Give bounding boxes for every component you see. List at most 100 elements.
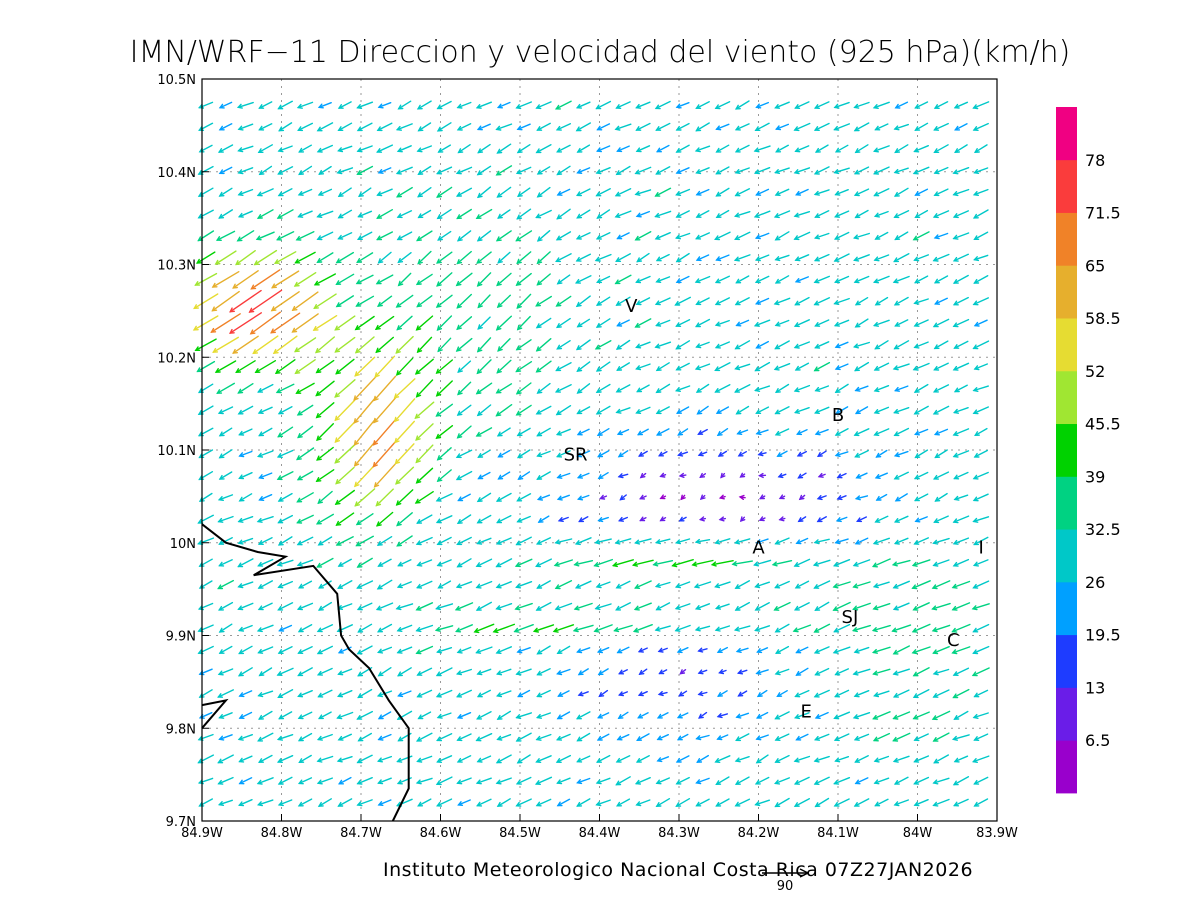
wind-vector-head	[715, 169, 722, 175]
wind-vector-head	[637, 713, 644, 719]
wind-vector	[635, 341, 651, 349]
wind-vector	[793, 122, 811, 132]
wind-vector-head	[235, 260, 241, 266]
wind-vector-shaft	[596, 275, 611, 283]
wind-vector-shaft	[497, 427, 511, 437]
wind-vector-head	[912, 714, 919, 720]
wind-vector-head	[217, 758, 224, 764]
wind-vector-shaft	[952, 688, 970, 699]
wind-vector-head	[415, 435, 421, 441]
wind-vector-shaft	[872, 624, 891, 632]
wind-vector	[774, 188, 790, 196]
wind-vector	[276, 755, 294, 763]
wind-vector-shaft	[536, 601, 552, 611]
wind-vector-head	[972, 191, 979, 196]
wind-vector	[335, 358, 355, 375]
city-label-c: C	[947, 630, 960, 651]
wind-vector-shaft	[297, 646, 313, 654]
wind-vector	[833, 123, 850, 131]
wind-vector	[255, 231, 275, 241]
wind-vector	[754, 361, 771, 372]
wind-vector	[312, 315, 338, 331]
wind-vector-shaft	[258, 494, 273, 501]
wind-vector-head	[395, 500, 402, 506]
wind-vector-shaft	[676, 755, 690, 763]
wind-vector-shaft	[696, 210, 710, 218]
wind-vector	[794, 602, 810, 611]
wind-vector-shaft	[933, 754, 949, 764]
wind-vector-shaft	[476, 601, 492, 611]
wind-vector-head	[376, 191, 383, 197]
wind-vector	[611, 559, 634, 568]
lat-tick-label: 9.8N	[166, 722, 196, 737]
wind-vector	[417, 165, 432, 175]
wind-vector-head	[596, 125, 603, 131]
wind-vector-head	[457, 389, 463, 396]
wind-vector-head	[535, 346, 542, 352]
wind-vector-shaft	[953, 798, 969, 807]
wind-vector	[892, 732, 911, 742]
wind-vector-shaft	[973, 493, 989, 502]
wind-vector-head	[576, 366, 583, 372]
wind-vector-shaft	[655, 166, 671, 175]
wind-vector-shaft	[756, 711, 769, 719]
wind-vector	[297, 690, 313, 698]
wind-vector-head	[515, 367, 522, 373]
wind-vector	[575, 275, 592, 284]
wind-vector	[335, 536, 354, 546]
wind-vector-shaft	[755, 297, 770, 305]
wind-vector-shaft	[856, 516, 867, 522]
wind-vector-head	[695, 779, 702, 785]
wind-vector-head	[636, 387, 643, 393]
wind-vector-shaft	[874, 210, 889, 218]
wind-vector-head	[274, 368, 281, 375]
wind-vector-shaft	[418, 711, 432, 720]
wind-vector-shaft	[258, 472, 273, 479]
wind-vector-shaft	[555, 538, 573, 544]
wind-vector-head	[457, 148, 464, 154]
wind-vector-head	[634, 584, 641, 589]
wind-vector-shaft	[354, 441, 376, 467]
wind-vector-head	[972, 583, 979, 589]
wind-vector-shaft	[953, 407, 969, 414]
wind-vector	[952, 515, 970, 524]
wind-vector-head	[318, 583, 324, 589]
wind-vector-shaft	[794, 167, 811, 174]
wind-vector	[595, 187, 611, 197]
wind-vector	[756, 689, 768, 698]
wind-vector-head	[697, 669, 704, 675]
wind-vector	[833, 253, 850, 262]
wind-vector-head	[853, 431, 860, 437]
wind-vector-shaft	[973, 231, 989, 241]
wind-vector-head	[294, 258, 301, 264]
wind-vector-shaft	[933, 384, 950, 393]
wind-vector-head	[596, 648, 603, 654]
wind-vector	[354, 336, 375, 354]
wind-vector	[214, 360, 237, 373]
wind-vector-shaft	[933, 405, 950, 415]
wind-vector-head	[353, 461, 360, 467]
wind-vector-head	[314, 348, 321, 354]
wind-vector-shaft	[496, 777, 512, 784]
wind-vector	[893, 427, 910, 437]
wind-vector-shaft	[696, 405, 709, 415]
wind-vector-shaft	[657, 756, 670, 762]
wind-vector-shaft	[556, 295, 572, 307]
wind-vector-head	[475, 562, 482, 568]
wind-vector-shaft	[515, 361, 533, 373]
wind-vector	[816, 495, 827, 501]
wind-vector-head	[714, 366, 721, 372]
wind-vector	[911, 559, 931, 567]
wind-vector-head	[218, 191, 225, 197]
wind-vector	[556, 777, 571, 785]
wind-vector	[755, 297, 770, 305]
wind-vector-head	[297, 779, 304, 785]
wind-vector-shaft	[893, 711, 911, 720]
wind-vector	[257, 690, 274, 698]
wind-vector-shaft	[496, 690, 512, 697]
wind-vector-head	[595, 169, 602, 175]
wind-vector-shaft	[913, 776, 930, 785]
wind-vector-head	[214, 259, 221, 265]
wind-vector-head	[616, 234, 623, 240]
